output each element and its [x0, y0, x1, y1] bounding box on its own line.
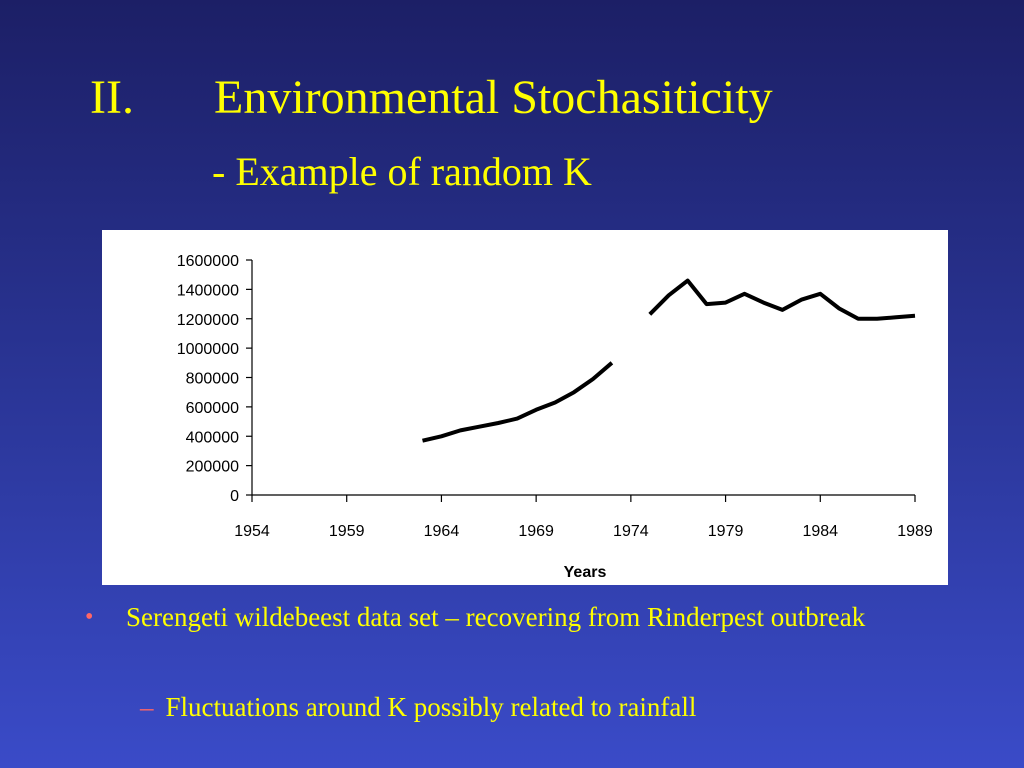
x-tick-label: 1984	[802, 523, 838, 540]
bullet-dash: –	[140, 692, 154, 722]
bullet-list: • Serengeti wildebeest data set – recove…	[0, 598, 1024, 758]
plot-lines	[422, 278, 916, 443]
x-tick-label: 1979	[708, 523, 744, 540]
x-tick-label: 1954	[234, 523, 270, 540]
wildebeest-line-chart: 0 200000 400000 600000 800000 1000000 1200000 1…	[112, 253, 933, 581]
bullet-item-2: – Fluctuations around K possibly related …	[140, 688, 1000, 726]
title-number: II.	[90, 71, 134, 124]
y-axis-label-group: Number of Animals	[112, 324, 129, 470]
series-line-segment	[648, 278, 916, 321]
x-axis: 1954 1959 1964 1969 1974 1979 1984 1989	[234, 494, 933, 540]
y-tick-label: 200000	[186, 459, 239, 476]
y-tick-label: 400000	[186, 429, 239, 446]
x-axis-label: Years	[564, 564, 607, 581]
bullet-text-1: Serengeti wildebeest data set – recoveri…	[126, 602, 866, 632]
y-tick-label: 600000	[186, 400, 239, 417]
x-tick-label: 1969	[518, 523, 554, 540]
y-tick-label: 1400000	[177, 282, 239, 299]
x-tick-label: 1974	[613, 523, 649, 540]
y-tick-label: 800000	[186, 371, 239, 388]
y-tick-label: 1000000	[177, 341, 239, 358]
y-axis: 0 200000 400000 600000 800000 1000000 1200000 1…	[177, 253, 253, 505]
slide-subtitle: - Example of random K	[212, 149, 592, 194]
chart-area: 0 200000 400000 600000 800000 1000000 1200000 1…	[102, 230, 948, 585]
series-line-segment	[422, 361, 614, 443]
bullet-item-1: • Serengeti wildebeest data set – recove…	[85, 598, 965, 636]
x-tick-label: 1959	[329, 523, 365, 540]
bullet-text-2: Fluctuations around K possibly related t…	[165, 692, 697, 722]
y-axis-label: Number of Animals	[112, 324, 129, 470]
title-text: Environmental Stochasiticity	[214, 71, 773, 124]
x-tick-label: 1964	[424, 523, 460, 540]
y-tick-label: 0	[230, 488, 239, 505]
slide-title: II. Environmental Stochasiticity	[90, 74, 773, 122]
y-tick-label: 1200000	[177, 312, 239, 329]
y-tick-label: 1600000	[177, 253, 239, 270]
x-tick-label: 1989	[897, 523, 933, 540]
bullet-dot: •	[85, 604, 94, 630]
